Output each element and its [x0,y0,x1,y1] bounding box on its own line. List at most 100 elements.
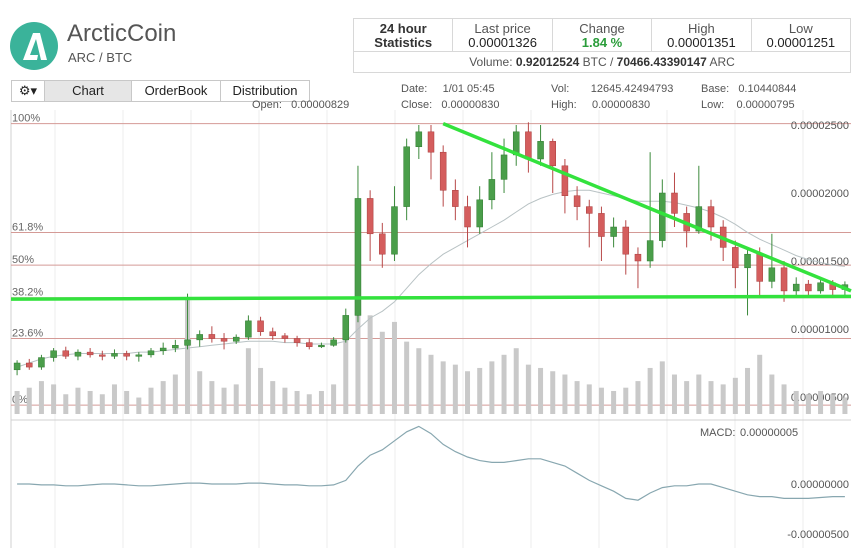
stats-title-line2: Statistics [374,35,433,50]
candle-up [342,315,350,341]
volume-bar [550,371,556,414]
stat-last-price: Last price 0.00001326 [453,19,553,51]
moving-average-line [16,189,845,368]
volume-bar [233,384,239,414]
candle-down [525,131,532,160]
volume-bar [623,387,629,414]
volume-bar [87,390,93,414]
candle-up [537,141,544,160]
volume-btc-unit: BTC / [582,55,614,69]
volume-bar [331,384,337,414]
candle-down [427,131,435,153]
volume-bar [428,354,434,414]
candle-up [232,336,240,342]
candle-up [354,198,362,316]
trendline-resistance [442,122,852,293]
chart-toolbar: ⚙▾ Chart OrderBook Distribution [11,80,310,102]
logo-letter-mark [23,33,47,60]
fib-level-label: 23.6% [12,328,43,340]
volume-arc: 70466.43390147 [616,55,707,69]
low-label: Low [788,21,813,36]
candle-up [768,267,776,282]
info-close-label: Close: [401,99,433,111]
arcticcoin-logo [10,22,58,70]
volume-bar [538,367,544,414]
candle-up [111,353,118,357]
candle-down [573,195,581,207]
volume-bar [769,374,775,414]
candle-up [610,226,617,237]
volume-bar [75,387,81,414]
volume-bar [148,387,154,414]
candle-up [245,320,252,338]
candle-down [220,338,228,342]
fib-level-label: 0% [12,394,28,406]
candle-up [330,339,337,346]
volume-btc: 0.92012524 [515,55,580,69]
info-low: Low: 0.00000795 [701,99,795,111]
volume-bar [197,371,203,414]
info-low-label: Low: [701,99,725,111]
candle-down [293,338,301,343]
volume-bar [611,390,617,414]
candle-down [732,247,739,269]
info-vol-value: 12645.42494793 [590,83,674,95]
macd-tick-label: -0.00000500 [787,529,849,541]
y-axis-tick-label: 0.00001000 [791,324,849,336]
tab-distribution[interactable]: Distribution [220,80,310,102]
volume-bar [343,335,349,414]
volume-bar [221,387,227,414]
volume-bar [684,381,690,414]
volume-bar [416,348,422,414]
trendline-support [10,294,852,301]
volume-bar [525,364,531,414]
volume-bar [647,367,653,414]
candle-up [184,339,191,346]
candle-up [172,345,179,349]
volume-bar [14,390,20,414]
coin-pair: ARC / BTC [68,50,133,65]
volume-bar [805,394,811,414]
stats-title-line1: 24 hour [379,21,427,36]
candle-down [756,253,763,282]
candle-down [452,190,459,207]
y-axis-tick-label: 0.00002500 [791,120,849,132]
info-high-label: High: [551,99,577,111]
volume-bar [659,361,665,414]
volume-bar [26,387,32,414]
volume-bar [574,381,580,414]
high-label: High [688,21,715,36]
candle-up [196,334,203,341]
volume-bar [160,381,166,414]
volume-bar [513,348,519,414]
volume-bar [172,374,178,414]
volume-bar [379,331,385,414]
volume-bar [318,390,324,414]
volume-line: Volume: 0.92012524 BTC / 70466.43390147 … [354,52,850,72]
stat-change: Change 1.84 % [553,19,653,51]
volume-bar [842,397,848,414]
volume-bar [294,390,300,414]
candle-down [707,206,715,228]
tab-chart[interactable]: Chart [44,80,132,102]
last-price-label: Last price [474,21,531,36]
candle-up [159,347,167,352]
candle-down [99,354,106,357]
macd-line [17,425,845,501]
stats-row: 24 hour Statistics Last price 0.00001326… [354,19,850,52]
candle-up [792,283,800,292]
candle-down [805,283,812,292]
candle-up [50,350,57,358]
volume-bar [745,367,751,414]
volume-bar [209,381,215,414]
tab-orderbook[interactable]: OrderBook [131,80,221,102]
high-value: 0.00001351 [667,35,736,50]
y-axis-tick-label: 0.00002000 [791,188,849,200]
candle-down [780,267,788,292]
volume-bar [355,289,361,414]
candle-up [38,357,45,368]
info-open-label: Open: [252,99,282,111]
stats-panel: 24 hour Statistics Last price 0.00001326… [353,18,851,73]
